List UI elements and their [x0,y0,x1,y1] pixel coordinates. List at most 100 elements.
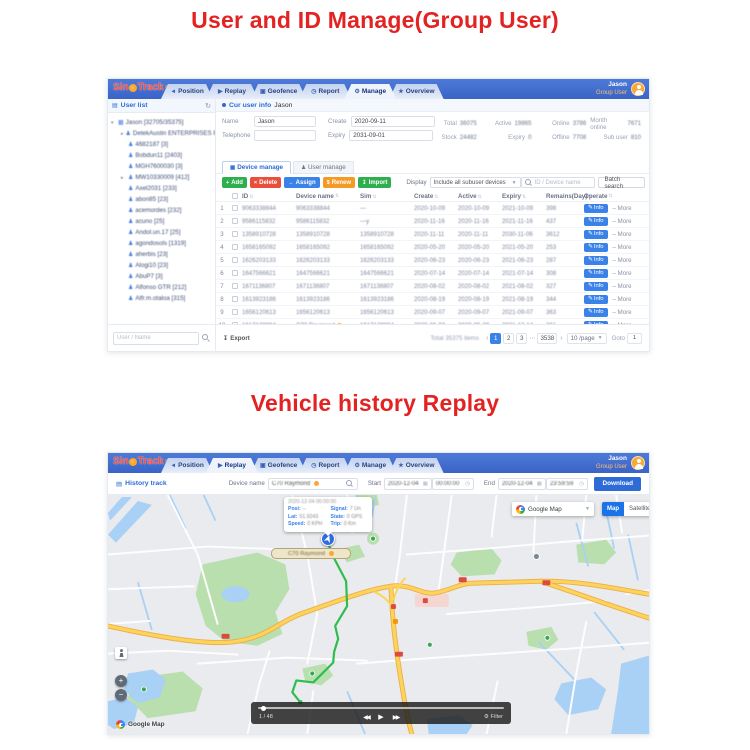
subtab-device-manage[interactable]: ▦ Device manage [222,161,292,174]
tree-item[interactable]: ♟ 4682187 [3] [108,139,215,150]
search-icon[interactable] [345,479,354,488]
create-field[interactable] [350,116,435,127]
tab-manage[interactable]: ⚙ Manage [344,84,396,99]
info-button[interactable]: ✎Info [584,307,608,317]
toolbar-button[interactable]: + Add [222,177,247,188]
checkbox[interactable] [232,218,238,224]
tree-item[interactable]: ♟ Bobdun11 [2403] [108,150,215,161]
header-device-name[interactable]: Device name [296,193,360,200]
end-time-input[interactable]: 23:59:59 ◷ [545,477,588,490]
info-button[interactable]: ✎Info [584,229,608,239]
vehicle-label[interactable]: C70 Raymond [271,548,351,559]
header-expiry[interactable]: Expiry [502,193,546,200]
page-3[interactable]: 3 [516,332,528,344]
header-remains[interactable]: Remains(Day) [546,193,587,200]
satellite-view-button[interactable]: Satellite [624,502,649,516]
tab-manage[interactable]: ⚙ Manage [344,458,396,473]
map-view-button[interactable]: Map [602,502,624,516]
tree-item[interactable]: ♟ aherbis [23] [108,249,215,260]
prev-page-icon[interactable]: ‹ [485,334,489,342]
checkbox[interactable] [232,193,238,199]
tree-item[interactable]: ♟ agondosols [1319] [108,238,215,249]
name-field[interactable] [254,116,316,127]
telephone-field[interactable] [254,130,316,141]
tree-item[interactable]: ♟ Axel2031 [233] [108,183,215,194]
info-button[interactable]: ✎Info [584,216,608,226]
tab-replay[interactable]: ▶ Replay [206,458,258,473]
checkbox[interactable] [232,205,238,211]
tab-position[interactable]: ◄ Position [161,84,213,99]
refresh-icon[interactable]: ↻ [205,102,211,110]
header-create[interactable]: Create [414,193,458,200]
more-link[interactable]: More [613,270,632,277]
more-link[interactable]: More [613,205,632,212]
header-sim[interactable]: Sim [360,193,414,200]
rewind-button[interactable]: ◀◀ [363,714,371,721]
avatar[interactable] [631,455,645,470]
export-button[interactable]: ↧ Export [223,335,250,342]
checkbox[interactable] [232,257,238,263]
checkbox[interactable] [232,231,238,237]
search-icon[interactable] [202,334,210,342]
info-button[interactable]: ✎Info [584,294,608,304]
map-provider-dropdown[interactable]: Google Map ▼ [512,502,594,516]
pegman-button[interactable] [115,647,127,659]
tab-geofence[interactable]: ▣ Geofence [251,84,306,99]
tree-item[interactable]: ♟ acemordes [232] [108,205,215,216]
tab-report[interactable]: ◷ Report [299,458,351,473]
start-date-input[interactable]: 2020-12-04 ▦ [383,477,432,490]
tree-caret-icon[interactable]: ▾ [111,119,114,126]
user-search-input[interactable] [113,331,199,345]
toolbar-button[interactable]: $ Renew [322,177,356,188]
tree-item[interactable]: ♟ MGH7600030 [3] [108,161,215,172]
subuser-filter-select[interactable]: Include all subuser devices ▼ [429,177,521,188]
tab-overview[interactable]: ★ Overview [389,458,443,473]
tab-replay[interactable]: ▶ Replay [206,84,258,99]
tab-report[interactable]: ◷ Report [299,84,351,99]
tree-caret-icon[interactable]: ▸ [121,174,124,181]
account-info[interactable]: Jason Group User [596,81,627,97]
tab-overview[interactable]: ★ Overview [389,84,443,99]
play-button[interactable]: ▶ [378,714,384,721]
avatar[interactable] [631,81,645,96]
info-button[interactable]: ✎Info [584,268,608,278]
page-last[interactable]: 3538 [537,332,558,344]
subtab-user-manage[interactable]: ♟ User manage [293,161,354,174]
toolbar-button[interactable]: ↧ Import [358,177,392,188]
progress-handle[interactable] [261,705,266,711]
tree-item[interactable]: ♟ AbuP7 [3] [108,271,215,282]
filter-button[interactable]: ⚙ Filter [484,714,503,720]
start-time-input[interactable]: 00:00:00 ◷ [431,477,474,490]
checkbox[interactable] [232,309,238,315]
device-search-box[interactable]: ID / Device name [520,177,596,188]
info-button[interactable]: ✎Info [584,281,608,291]
checkbox[interactable] [232,283,238,289]
toolbar-button[interactable]: → Assign [284,177,320,188]
header-checkbox[interactable] [228,193,242,199]
tree-item[interactable]: ♟ abon85 [23] [108,194,215,205]
more-link[interactable]: More [613,257,632,264]
page-size-select[interactable]: 10 /page ▼ [566,332,607,344]
zoom-in-button[interactable]: + [115,675,127,687]
tree-item[interactable]: ♟ Andol.un.17 [25] [108,227,215,238]
tree-caret-icon[interactable]: ▸ [121,130,124,137]
tree-item[interactable]: ♟ Alfr.m.otaloa [315] [108,293,215,304]
goto-page-input[interactable] [627,332,642,344]
header-active[interactable]: Active [458,193,502,200]
tab-geofence[interactable]: ▣ Geofence [251,458,306,473]
page-1[interactable]: 1 [490,332,502,344]
end-date-input[interactable]: 2020-12-04 ▦ [497,477,546,490]
expiry-field[interactable] [349,130,434,141]
tree-item[interactable]: ♟ Alogi10 [23] [108,260,215,271]
batch-search-button[interactable]: Batch search [598,176,645,190]
more-link[interactable]: More [613,309,632,316]
more-link[interactable]: More [613,218,632,225]
info-button[interactable]: ✎Info [584,242,608,252]
header-operate[interactable]: Operate [584,193,649,200]
toolbar-button[interactable]: × Delete [249,177,282,188]
more-link[interactable]: More [613,231,632,238]
header-id[interactable]: ID [242,193,296,200]
device-name-input[interactable]: C70 Raymond [267,477,358,490]
more-link[interactable]: More [613,296,632,303]
tree-item[interactable]: ▸ ♟ MW10330009 [412] [108,172,215,183]
